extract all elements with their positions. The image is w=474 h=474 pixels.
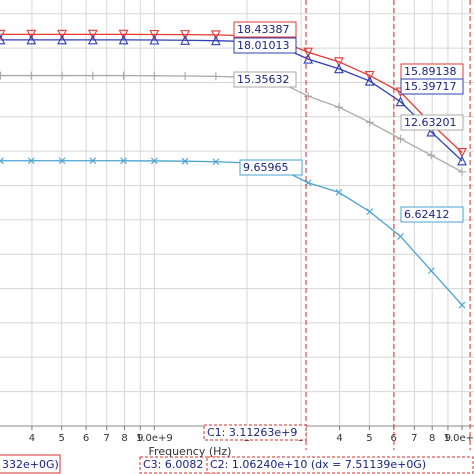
marker [457,167,466,176]
marker [118,34,129,45]
marker [426,126,437,137]
marker [210,30,221,41]
marker [212,158,220,166]
marker [89,157,97,165]
x-tick-label: 1.0e+9 [136,433,173,444]
marker [365,118,374,127]
delta-label: 332e+0G) [2,458,59,471]
marker [181,71,190,80]
marker [26,34,37,45]
reading-box [400,78,464,95]
cursor-reading: 18.01013 [237,39,290,52]
cursor-reading: 15.39717 [404,80,457,93]
x-tick-label: 5 [366,433,372,444]
marker [149,29,160,40]
reading-box [233,37,297,54]
marker [58,71,67,80]
marker [0,34,6,45]
marker [0,157,4,165]
marker [304,92,313,101]
marker [210,35,221,46]
marker [88,71,97,80]
marker [119,71,128,80]
x-tick-label: 4 [336,433,342,444]
x-axis-label: Frequency (Hz) [149,445,232,458]
cursor-label: C1: 3.11263e+9 [207,426,297,439]
cursor-reading: 15.35632 [237,73,290,86]
cursor-reading: 18.43387 [237,23,290,36]
marker [149,34,160,45]
x-tick-label: 1.0e+1 [444,433,474,444]
marker [334,57,344,68]
x-tick-label: 6 [83,433,89,444]
reading-box [400,114,464,131]
marker [0,71,5,80]
x-tick-label: 4 [29,433,35,444]
marker [364,71,375,81]
marker [57,34,67,45]
marker [150,71,159,80]
marker [334,63,344,74]
marker [180,35,190,45]
cursor-reading: 12.63201 [404,116,457,129]
cursor-label: C2: 1.06240e+10 (dx = 7.51139e+0G) [210,458,426,471]
marker [427,267,435,275]
marker [150,157,158,165]
marker [427,151,436,160]
marker [458,301,466,309]
marker [0,29,6,40]
cursor-label: C3: 6.0082 [143,458,203,471]
marker [87,29,98,40]
reading-box [233,71,297,88]
series-line [0,33,463,154]
cursor-box [206,456,474,474]
x-tick-label: 7 [411,433,417,444]
x-tick-label: 8 [429,433,435,444]
x-tick-label: 9 [445,433,451,444]
x-tick-label: 7 [104,433,110,444]
x-tick-label: 9 [137,433,143,444]
marker [180,30,190,40]
x-tick-label: 5 [59,433,65,444]
cursor-reading: 6.62412 [404,208,450,221]
marker [364,75,375,86]
reading-box [233,21,297,38]
marker [334,103,343,112]
marker [57,29,67,40]
marker [457,155,467,166]
marker [120,157,127,165]
series-line [0,39,463,162]
marker [58,157,66,165]
marker [396,134,405,143]
marker [118,29,129,40]
cursor-reading: 15.89138 [404,65,457,78]
cursor-reading: 9.65965 [243,161,289,174]
x-tick-label: 6 [391,433,397,444]
series-line [0,74,463,173]
marker [26,29,37,40]
cursor-box [203,424,307,441]
marker [366,208,374,216]
marker [395,96,406,107]
marker [27,71,36,80]
reading-box [239,159,303,176]
x-tick-label: 8 [121,433,127,444]
reading-box [400,206,464,223]
marker [87,34,98,45]
series-line [0,160,463,306]
marker [211,72,220,81]
delta-box [0,454,61,474]
marker [397,232,404,240]
marker [181,157,189,165]
marker [457,147,467,158]
marker [27,157,35,165]
marker [335,188,343,196]
